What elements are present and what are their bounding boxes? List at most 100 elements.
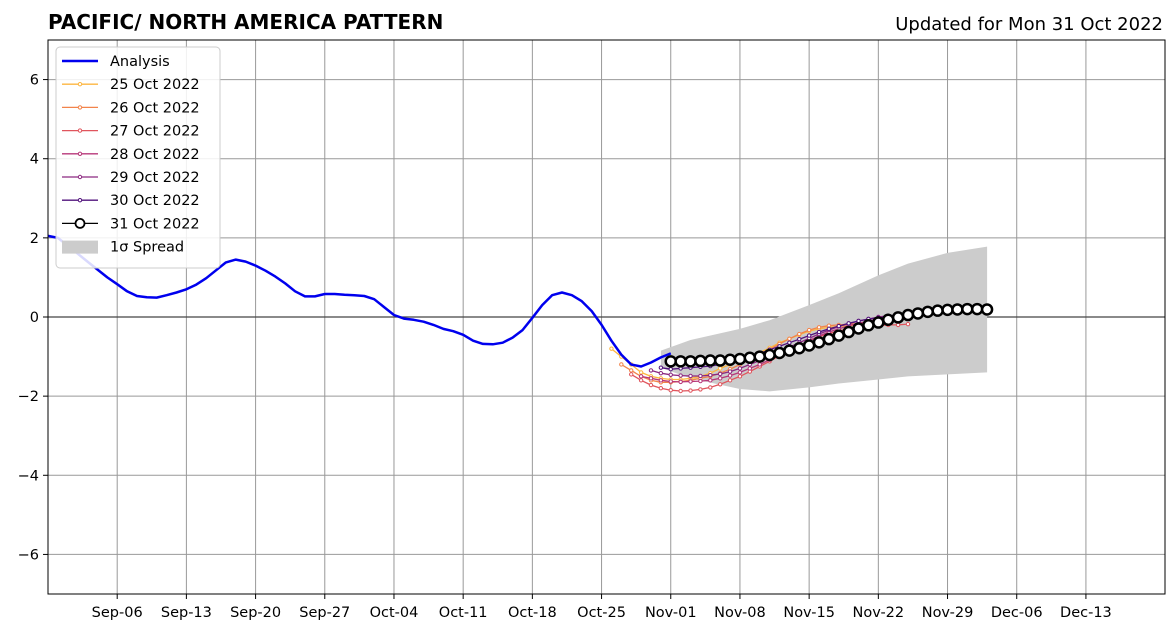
forecast-point xyxy=(737,374,743,379)
forecast-point xyxy=(668,367,673,372)
forecast-point xyxy=(664,355,678,368)
forecast-point xyxy=(846,321,851,326)
forecast-point xyxy=(862,319,875,332)
forecast-point xyxy=(895,322,901,328)
legend-item: 29 Oct 2022 xyxy=(62,170,200,186)
spread-band xyxy=(660,246,988,392)
x-tick-label: Dec-06 xyxy=(991,605,1043,621)
legend-marker xyxy=(77,105,83,110)
forecast-point xyxy=(737,366,743,371)
x-tick-label: Sep-20 xyxy=(230,605,281,621)
forecast-point xyxy=(881,313,895,327)
forecast-point xyxy=(856,318,861,324)
x-tick-label: Sep-06 xyxy=(92,605,143,621)
y-tick-label: 0 xyxy=(30,310,39,326)
forecast-point xyxy=(787,340,792,345)
forecast-point xyxy=(688,379,693,384)
forecast-point xyxy=(891,311,905,324)
forecast-point xyxy=(743,351,757,365)
legend-item: 28 Oct 2022 xyxy=(62,147,200,163)
forecast-point xyxy=(797,331,802,337)
forecast-point xyxy=(931,304,944,317)
forecast-point xyxy=(826,326,832,332)
legend-box xyxy=(55,46,221,269)
legend-marker xyxy=(77,198,83,203)
forecast-point xyxy=(717,382,723,387)
forecast-point xyxy=(658,365,664,370)
legend-label: 31 Oct 2022 xyxy=(110,216,200,232)
forecast-point xyxy=(698,378,703,384)
x-tick-label: Oct-11 xyxy=(439,605,488,621)
x-tick-label: Sep-13 xyxy=(161,605,212,621)
forecast-point xyxy=(816,329,822,335)
x-tick-label: Nov-01 xyxy=(645,605,697,621)
forecast-point xyxy=(674,355,687,368)
x-tick-label: Nov-15 xyxy=(783,605,835,621)
forecast-point xyxy=(678,388,683,394)
y-axis-ticks: 6 4 2 0 −2 −4 −6 xyxy=(18,73,48,563)
forecast-point xyxy=(708,378,713,383)
forecast-point xyxy=(727,373,733,378)
legend-item: 31 Oct 2022 xyxy=(62,216,200,232)
forecast-point xyxy=(773,346,786,360)
legend-item: 26 Oct 2022 xyxy=(62,100,200,116)
forecast-point xyxy=(941,303,954,317)
forecast-point xyxy=(668,372,673,377)
forecast-point xyxy=(806,327,812,333)
forecast-point xyxy=(704,354,717,367)
forecast-point xyxy=(753,350,766,363)
legend-item: 1σ Spread xyxy=(62,240,184,256)
chart-title: PACIFIC/ NORTH AMERICA PATTERN xyxy=(48,10,443,34)
forecast-point xyxy=(648,376,654,381)
forecast-point xyxy=(708,372,713,378)
forecast-point xyxy=(708,385,713,390)
legend-label: 26 Oct 2022 xyxy=(110,100,200,116)
x-tick-label: Nov-08 xyxy=(714,605,766,621)
spread-band-area xyxy=(660,246,988,392)
y-tick-label: 2 xyxy=(30,231,39,247)
legend-marker xyxy=(74,217,86,229)
forecast-point xyxy=(609,346,614,351)
x-tick-label: Oct-25 xyxy=(577,605,626,621)
forecast-point xyxy=(713,354,727,367)
legend-label: 29 Oct 2022 xyxy=(110,170,200,186)
legend-label: 30 Oct 2022 xyxy=(110,193,200,209)
forecast-point xyxy=(678,379,683,385)
forecast-point xyxy=(980,303,994,316)
forecast-point xyxy=(822,332,836,346)
forecast-point xyxy=(852,322,865,335)
forecast-point xyxy=(698,387,703,392)
forecast-point xyxy=(836,323,841,329)
forecast-point xyxy=(717,366,723,371)
forecast-point xyxy=(842,325,855,339)
forecast-point xyxy=(802,339,816,352)
chart-subtitle: Updated for Mon 31 Oct 2022 xyxy=(895,14,1163,35)
forecast-point xyxy=(816,325,822,330)
forecast-point xyxy=(638,370,644,375)
x-tick-label: Nov-22 xyxy=(853,605,905,621)
forecast-point xyxy=(921,305,935,319)
x-axis-ticks: Sep-06 Sep-13 Sep-20 Sep-27 Oct-04 Oct-11 Oct-… xyxy=(92,594,1112,621)
y-tick-label: 4 xyxy=(30,152,39,168)
forecast-point xyxy=(668,379,673,384)
forecast-point xyxy=(698,373,703,379)
legend-swatch xyxy=(62,240,98,254)
forecast-point xyxy=(757,362,762,367)
x-tick-label: Nov-29 xyxy=(922,605,974,621)
legend-label: 25 Oct 2022 xyxy=(110,77,200,93)
legend-label: Analysis xyxy=(110,54,170,70)
forecast-point xyxy=(648,368,654,373)
legend-item: 25 Oct 2022 xyxy=(62,77,200,93)
forecast-point xyxy=(727,369,733,374)
forecast-point xyxy=(797,336,802,342)
legend-marker xyxy=(77,174,83,180)
legend-label: 28 Oct 2022 xyxy=(110,147,200,163)
legend-item: 27 Oct 2022 xyxy=(62,124,200,140)
legend: Analysis 25 Oct 2022 26 Oct 2022 27 Oct 202… xyxy=(55,46,221,269)
forecast-point xyxy=(717,371,723,377)
forecast-point xyxy=(793,342,806,355)
forecast-point xyxy=(619,362,624,367)
forecast-point xyxy=(961,302,974,316)
y-tick-label: −2 xyxy=(18,389,39,405)
